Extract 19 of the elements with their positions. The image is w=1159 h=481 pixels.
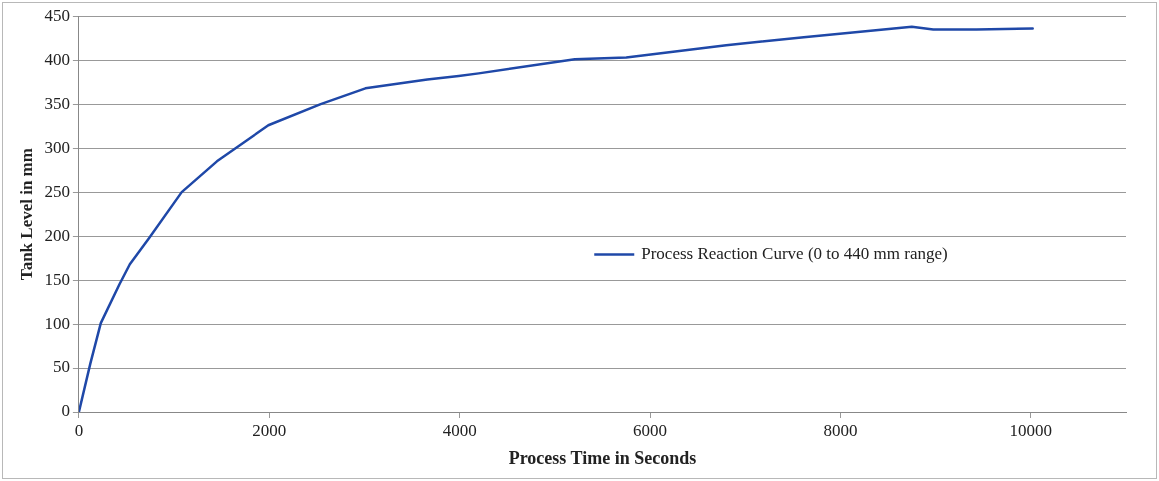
y-tick-label: 150 [44, 269, 70, 289]
x-tick-label: 6000 [633, 420, 668, 440]
x-axis-title: Process Time in Seconds [508, 447, 697, 468]
y-tick-label: 450 [44, 5, 70, 25]
y-tick-label: 100 [44, 313, 70, 333]
y-tick-label: 0 [61, 401, 70, 421]
y-tick-label: 300 [44, 137, 70, 157]
y-tick-label: 400 [44, 49, 70, 69]
y-tick-label: 50 [52, 357, 70, 377]
y-axis-title: Tank Level in mm [16, 148, 36, 281]
y-tick-label: 200 [44, 225, 70, 245]
x-tick-label: 0 [74, 420, 84, 440]
x-tick-label: 4000 [442, 420, 477, 440]
legend-label: Process Reaction Curve (0 to 440 mm range) [641, 244, 948, 264]
x-tick-label: 8000 [823, 420, 858, 440]
y-tick-label: 350 [44, 93, 70, 113]
x-tick-label: 2000 [252, 420, 287, 440]
x-tick-label: 10000 [1009, 420, 1053, 440]
y-tick-label: 250 [44, 181, 70, 201]
